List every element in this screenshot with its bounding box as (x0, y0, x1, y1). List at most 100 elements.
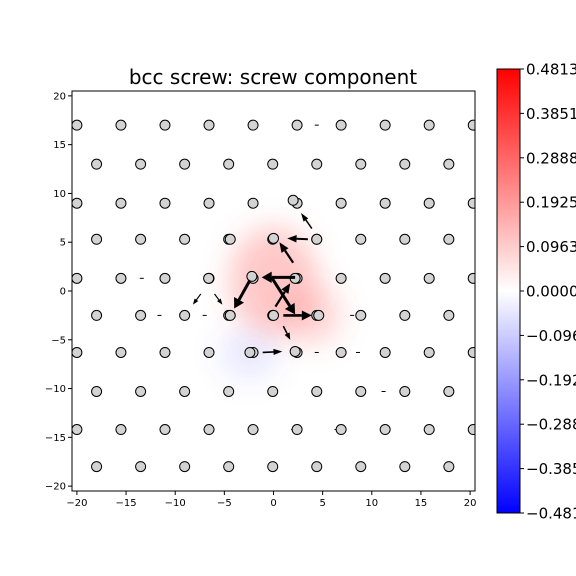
atom-point (423, 119, 435, 131)
arrow-head (261, 271, 272, 284)
atom-point (115, 346, 127, 358)
atom-point (267, 385, 279, 397)
atom-point-core (224, 233, 236, 245)
atom-point (247, 424, 259, 436)
y-tick-label: −10 (45, 384, 66, 395)
atom-point (91, 385, 103, 397)
atom-point (379, 272, 391, 284)
x-tick-label: −5 (217, 498, 232, 509)
chart-title: bcc screw: screw component (129, 65, 417, 89)
atom-point (179, 158, 191, 170)
y-axis-ticks: −20 −15 −10 −5 0 5 10 15 20 (45, 91, 72, 493)
x-axis-ticks: −20 −15 −10 −5 0 5 10 15 20 (66, 491, 476, 509)
atom-point (399, 461, 411, 473)
atom-point (267, 461, 279, 473)
atom-point (135, 385, 147, 397)
atom-point (115, 119, 127, 131)
colorbar-tick-label: −0.2888 (526, 416, 576, 434)
atom-point (399, 309, 411, 321)
arrow-shaft (282, 325, 288, 334)
arrow-head (281, 283, 291, 294)
atom-point (135, 233, 147, 245)
displacement-arrow (283, 310, 312, 321)
atom-point (179, 461, 191, 473)
x-tick-label: 10 (365, 498, 378, 509)
colorbar-tick-label: −0.3851 (526, 460, 576, 478)
displacement-arrow (301, 212, 313, 229)
y-tick-label: 20 (53, 91, 66, 102)
atom-point (355, 233, 367, 245)
atom-point (443, 158, 455, 170)
arrow-shaft (284, 249, 295, 264)
y-tick-label: −5 (51, 335, 66, 346)
atom-point-core (287, 194, 299, 206)
y-tick-label: 5 (60, 238, 66, 249)
arrow-head (217, 298, 223, 305)
atom-point (91, 461, 103, 473)
atom-point (179, 385, 191, 397)
atom-point (159, 346, 171, 358)
atom-point (335, 272, 347, 284)
atom-point (203, 197, 215, 209)
x-tick-label: 0 (270, 498, 276, 509)
atom-point (423, 424, 435, 436)
atom-point-core (244, 346, 256, 358)
atom-point (311, 461, 323, 473)
plot-area: −20 −15 −10 −5 0 5 10 15 20 −20 −15 −10 −5 0 5 10 15 20 (45, 90, 476, 509)
displacement-arrow (274, 283, 291, 308)
atom-point (311, 385, 323, 397)
atom-point (72, 424, 83, 436)
arrow-head (192, 298, 199, 305)
atom-point (355, 309, 367, 321)
arrow-head (284, 302, 296, 315)
atom-layer (72, 119, 475, 473)
atom-point (135, 309, 147, 321)
atom-point (399, 385, 411, 397)
atom-point (91, 233, 103, 245)
displacement-arrow (287, 234, 308, 243)
y-tick-label: 0 (60, 287, 66, 298)
atom-point-core (268, 309, 279, 321)
atom-point (247, 119, 259, 131)
colorbar-tick-label: 0.0000 (526, 283, 576, 301)
atom-point (355, 385, 367, 397)
atom-point (423, 197, 435, 209)
colorbar-tick-label: −0.1925 (526, 371, 576, 389)
atom-point-core (203, 272, 215, 284)
arrow-layer (192, 212, 313, 355)
atom-point-core (268, 232, 279, 244)
atom-point (355, 158, 367, 170)
atom-point (91, 309, 103, 321)
atom-point (467, 197, 475, 209)
atom-point (335, 424, 347, 436)
atom-point-core (313, 309, 325, 321)
atom-point (72, 119, 83, 131)
x-tick-label: −10 (165, 498, 186, 509)
colorbar-tick-label: 0.0963 (526, 238, 576, 256)
atom-point (379, 346, 391, 358)
atom-point-core (289, 345, 301, 357)
atom-point (355, 461, 367, 473)
atom-point (159, 119, 171, 131)
atom-point (379, 424, 391, 436)
displacement-arrow (270, 276, 296, 315)
displacement-arrow (234, 279, 252, 309)
atom-point (115, 272, 127, 284)
atom-point-core (311, 233, 323, 245)
atom-point (72, 197, 83, 209)
atom-point (291, 424, 303, 436)
colorbar-tick-label: −0.0963 (526, 327, 576, 345)
atom-point (135, 158, 147, 170)
atom-point (467, 424, 475, 436)
atom-point (159, 424, 171, 436)
arrow-head (287, 234, 297, 243)
arrow-head (301, 212, 309, 222)
x-tick-label: 15 (415, 498, 428, 509)
atom-point (267, 158, 279, 170)
atom-point (423, 346, 435, 358)
atom-point (203, 346, 215, 358)
arrow-shaft (237, 279, 252, 301)
colorbar-tick-label: 0.3851 (526, 105, 576, 123)
displacement-arrow (261, 271, 296, 284)
